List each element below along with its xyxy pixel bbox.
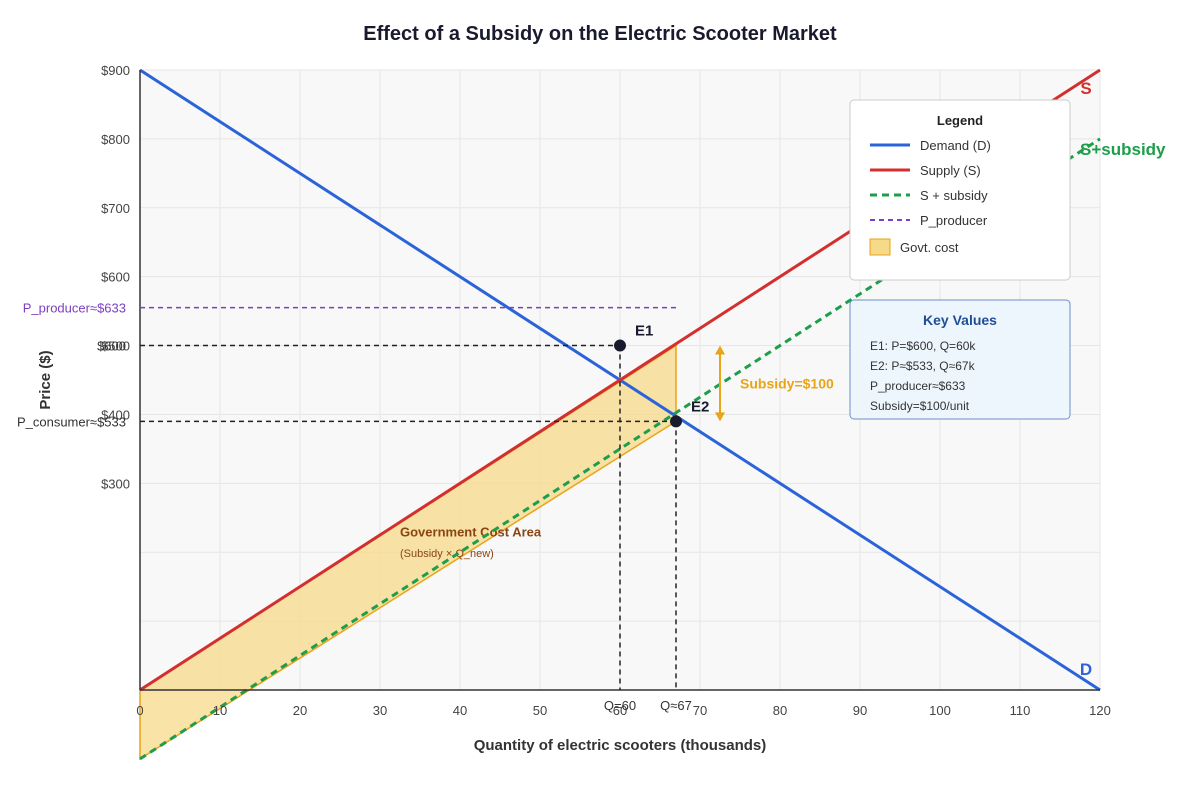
- subsidy-arrow-head-top: [715, 345, 725, 355]
- subsidy-arrow-label: Subsidy=$100: [740, 375, 834, 391]
- x-tick-label-50: 50: [533, 703, 547, 718]
- key-value-producer: P_producer≈$633: [870, 379, 966, 393]
- x-tick-label-10: 10: [213, 703, 227, 718]
- key-value-e2: E2: P≈$533, Q≈67k: [870, 359, 976, 373]
- reference-label-e1-price: $600: [97, 339, 126, 354]
- legend-box: Legend Demand (D) Supply (S) S + subsidy…: [849, 99, 1071, 281]
- equilibrium-label-e1: E1: [635, 323, 653, 340]
- y-tick-label-400: $400: [101, 407, 130, 422]
- y-tick-label-900: $900: [101, 63, 130, 78]
- y-tick-label-500: $500: [101, 339, 130, 354]
- x-tick-label-90: 90: [853, 703, 867, 718]
- x-tick-label-100: 100: [929, 703, 951, 718]
- legend-label-supply-subsidy: S + subsidy: [920, 188, 988, 203]
- x-axis-label: Quantity of electric scooters (thousands…: [474, 737, 767, 754]
- govt-cost-area-subtitle: (Subsidy × Q_new): [400, 548, 494, 560]
- chart-title: Effect of a Subsidy on the Electric Scoo…: [363, 23, 837, 45]
- govt-cost-area-title: Government Cost Area: [400, 525, 542, 540]
- legend-label-producer: P_producer: [920, 213, 988, 228]
- y-axis-label: Price ($): [37, 350, 54, 409]
- x-tick-label-70: 70: [693, 703, 707, 718]
- x-tick-label-40: 40: [453, 703, 467, 718]
- equilibrium-point-e2: [670, 415, 682, 428]
- equilibrium-label-e2: E2: [691, 398, 709, 415]
- x-tick-label-20: 20: [293, 703, 307, 718]
- legend-label-demand: Demand (D): [920, 138, 991, 153]
- key-values-frame: [849, 299, 1071, 420]
- equilibrium-point-e1: [614, 339, 626, 352]
- legend-title: Legend: [937, 113, 983, 128]
- key-value-subsidy: Subsidy=$100/unit: [870, 399, 970, 413]
- series-end-label-demand: D: [1080, 660, 1092, 679]
- x-tick-label-60: 60: [613, 703, 627, 718]
- govt-cost-layer: Government Cost Area (Subsidy × Q_new): [139, 344, 677, 761]
- y-tick-label-300: $300: [101, 476, 130, 491]
- y-tick-label-800: $800: [101, 132, 130, 147]
- x-tick-label-120: 120: [1089, 703, 1111, 718]
- subsidy-arrow-head-bottom: [715, 412, 725, 422]
- x-tick-label-80: 80: [773, 703, 787, 718]
- q-marker-label-2: Q≈67: [660, 698, 692, 713]
- legend-label-supply: Supply (S): [920, 163, 981, 178]
- x-tick-label-30: 30: [373, 703, 387, 718]
- x-tick-label-0: 0: [136, 703, 143, 718]
- annotations: P_producer≈$633 $600 P_consumer≈$533 Q=60 Q≈…: [17, 301, 834, 713]
- key-value-e1: E1: P=$600, Q=60k: [870, 339, 976, 353]
- series-end-label-supply-subsidy: S+subsidy: [1080, 140, 1166, 159]
- reference-label-consumer: P_consumer≈$533: [17, 414, 126, 429]
- series-end-label-supply: S: [1080, 79, 1091, 98]
- reference-label-producer: P_producer≈$633: [23, 301, 126, 316]
- key-values-box: Key Values E1: P=$600, Q=60k E2: P≈$533,…: [849, 299, 1071, 420]
- legend-label-govt: Govt. cost: [900, 240, 959, 255]
- y-tick-label-600: $600: [101, 270, 130, 285]
- x-tick-label-110: 110: [1010, 703, 1031, 718]
- q-marker-label-1: Q=60: [604, 698, 636, 713]
- y-tick-label-700: $700: [101, 201, 130, 216]
- key-values-title: Key Values: [923, 312, 997, 328]
- legend-swatch-govt: [869, 238, 891, 256]
